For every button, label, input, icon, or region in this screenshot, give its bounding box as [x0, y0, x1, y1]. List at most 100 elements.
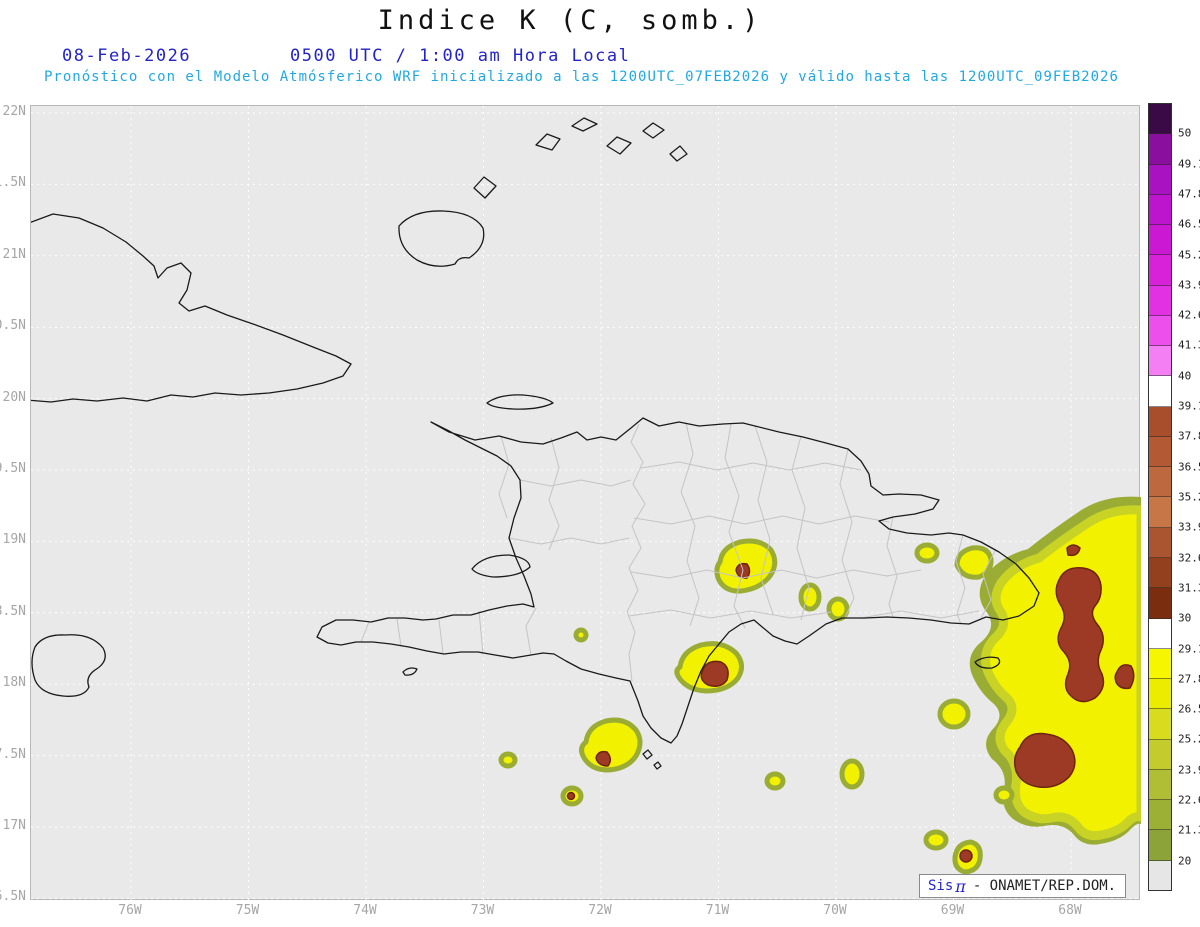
map-svg: [31, 106, 1141, 901]
lat-tick-label: 19N: [2, 532, 26, 548]
colorbar-label: 35.2: [1178, 490, 1200, 504]
colorbar-label: 32.6: [1178, 551, 1200, 565]
contour-yellow-spot: [839, 758, 865, 790]
contour-yellow-blob: [579, 717, 643, 773]
lat-tick-label: 21N: [2, 246, 26, 262]
attribution-text: - ONAMET/REP.DOM.: [972, 878, 1117, 894]
lat-tick-label: 18.5N: [0, 603, 26, 619]
lon-tick-label: 71W: [705, 903, 730, 918]
lat-tick-label: 16.5N: [0, 889, 26, 901]
colorbar-segment: [1149, 164, 1171, 195]
pi-symbol: π: [955, 876, 966, 896]
colorbar-segment: [1149, 225, 1171, 256]
contour-yellow-spot: [937, 698, 971, 730]
lon-tick-label: 73W: [470, 903, 495, 918]
hispaniola-coastline: [316, 417, 1040, 744]
colorbar-label: 45.2: [1178, 248, 1200, 262]
lon-tick-label: 72W: [588, 903, 612, 918]
lon-tick-label: 75W: [235, 903, 260, 918]
colorbar-segment: [1149, 557, 1171, 589]
lon-tick-label: 69W: [940, 903, 965, 918]
caicos-islet: [571, 117, 598, 132]
coastline-layer: [31, 117, 1040, 770]
colorbar-label: 36.5: [1178, 460, 1200, 474]
lat-tick-label: 19.5N: [0, 461, 26, 476]
k-index-contour-layer: [498, 496, 1141, 875]
colorbar-segment: [1149, 436, 1171, 468]
lat-tick-label: 20N: [2, 389, 26, 405]
grid-layer: [31, 106, 1141, 901]
forecast-date: 08-Feb-2026: [62, 46, 192, 66]
saona-island: [974, 656, 1001, 669]
colorbar-label: 26.5: [1178, 702, 1200, 716]
contour-yellow-spot: [914, 542, 940, 564]
contour-red-core: [1013, 732, 1076, 789]
contour-yellow-spot: [498, 751, 518, 769]
colorbar-segment: [1149, 406, 1171, 437]
contour-red-core: [959, 849, 973, 863]
colorbar-label: 33.9: [1178, 520, 1200, 534]
page-title: Indice K (C, somb.): [377, 5, 763, 36]
colorbar-segment: [1149, 709, 1171, 740]
colorbar-label: 27.8: [1178, 672, 1200, 686]
colorbar-segment: [1149, 376, 1171, 407]
colorbar-label: 22.6: [1178, 793, 1200, 807]
colorbar-label: 39.1: [1178, 399, 1200, 413]
caicos-islet: [606, 136, 632, 155]
colorbar-segment: [1149, 769, 1171, 801]
lat-tick-label: 20.5N: [0, 318, 26, 334]
model-init-info: Pronóstico con el Modelo Atmósferico WRF…: [44, 69, 1119, 85]
colorbar-segment: [1149, 285, 1171, 316]
beata-islet: [653, 761, 662, 770]
colorbar-label: 21.3: [1178, 823, 1200, 837]
colorbar-segment: [1149, 679, 1171, 710]
contour-red-core: [700, 660, 729, 687]
contour-red-core: [595, 750, 611, 767]
colorbar-segment: [1149, 497, 1171, 528]
cuba-coastline: [31, 213, 352, 403]
longitude-axis: 76W 75W 74W 73W 72W 71W 70W 69W 68W: [30, 903, 1140, 923]
colorbar-segment: [1149, 527, 1171, 558]
colorbar-segment: [1149, 104, 1171, 135]
map-canvas: [30, 105, 1141, 901]
colorbar-segment: [1149, 618, 1171, 649]
contour-yellow-spot: [923, 829, 949, 851]
colorbar-label: 31.3: [1178, 581, 1200, 595]
forecast-valid-time: 0500 UTC / 1:00 am Hora Local: [290, 46, 631, 66]
colorbar-label: 30: [1178, 611, 1192, 625]
colorbar-label: 23.9: [1178, 763, 1200, 777]
colorbar-label: 43.9: [1178, 278, 1200, 292]
admin-borders-layer: [360, 422, 997, 682]
colorbar-label: 50: [1178, 126, 1192, 140]
lon-tick-label: 70W: [823, 903, 847, 918]
lat-tick-label: 21.5N: [0, 175, 26, 191]
sispi-logo-text: Sis: [928, 878, 954, 894]
colorbar-label: 29.1: [1178, 642, 1200, 656]
lon-tick-label: 74W: [353, 903, 377, 918]
great-inagua-island: [398, 210, 485, 267]
colorbar-segment: [1149, 800, 1171, 831]
contour-red-core: [1055, 567, 1105, 703]
lat-tick-label: 17N: [2, 818, 26, 833]
contour-yellow-spot: [798, 582, 822, 612]
gonave-island: [471, 554, 531, 578]
lon-tick-label: 76W: [118, 903, 142, 918]
contour-yellow-spot: [993, 785, 1015, 805]
colorbar-label: 46.5: [1178, 217, 1200, 231]
colorbar-segment: [1149, 255, 1171, 286]
colorbar-segment: [1149, 467, 1171, 498]
colorbar-segment: [1149, 830, 1171, 861]
colorbar-label: 49.1: [1178, 157, 1200, 171]
turks-islet: [669, 145, 688, 162]
colorbar-label: 42.6: [1178, 308, 1200, 322]
colorbar-segment: [1149, 134, 1171, 165]
k-index-colorbar: [1148, 103, 1172, 891]
tortuga-island: [486, 394, 554, 410]
colorbar-segment: [1149, 346, 1171, 377]
colorbar-segment: [1149, 648, 1171, 680]
lat-tick-label: 18N: [2, 675, 26, 691]
colorbar-label: 40: [1178, 369, 1192, 383]
beata-islet: [642, 749, 653, 760]
colorbar-segment: [1149, 860, 1171, 890]
